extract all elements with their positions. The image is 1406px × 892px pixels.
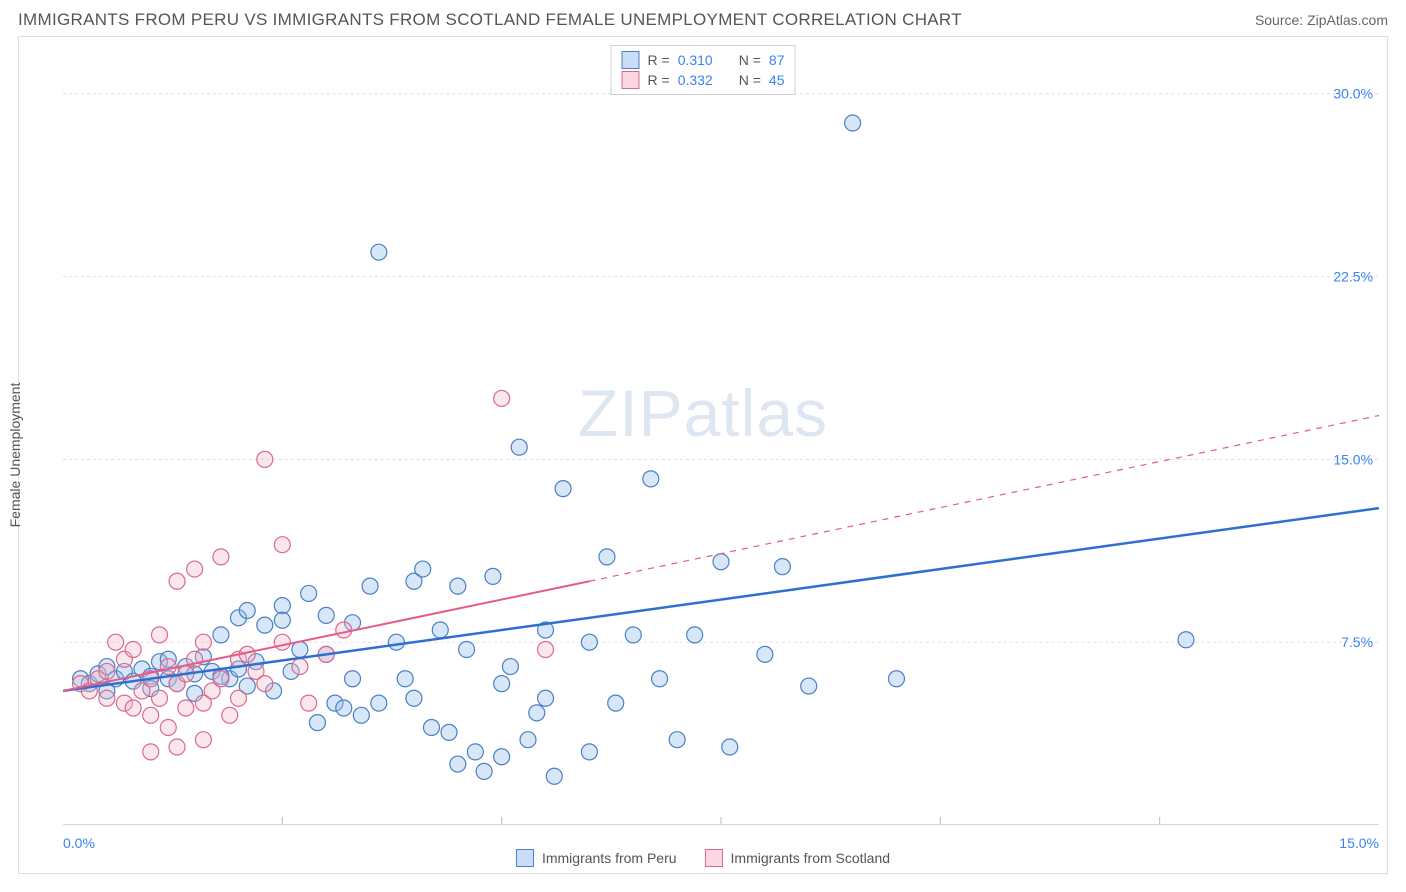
plot-area: 7.5% 15.0% 22.5% 30.0%: [63, 45, 1379, 825]
chart-container: Female Unemployment R = 0.310 N = 87 R =…: [18, 36, 1388, 874]
legend-label: Immigrants from Peru: [542, 850, 677, 866]
swatch-pink-icon: [705, 849, 723, 867]
swatch-pink-icon: [622, 71, 640, 89]
r-value: 0.332: [678, 72, 713, 88]
svg-text:7.5%: 7.5%: [1341, 634, 1373, 650]
svg-text:22.5%: 22.5%: [1333, 269, 1373, 285]
y-axis-label: Female Unemployment: [7, 383, 23, 528]
stats-legend: R = 0.310 N = 87 R = 0.332 N = 45: [611, 45, 796, 95]
legend-label: Immigrants from Scotland: [731, 850, 891, 866]
n-value: 87: [769, 52, 785, 68]
header: IMMIGRANTS FROM PERU VS IMMIGRANTS FROM …: [0, 0, 1406, 36]
r-value: 0.310: [678, 52, 713, 68]
scatter-chart: 7.5% 15.0% 22.5% 30.0%: [63, 45, 1379, 825]
svg-text:30.0%: 30.0%: [1333, 86, 1373, 102]
n-label: N =: [739, 52, 761, 68]
svg-text:15.0%: 15.0%: [1333, 451, 1373, 467]
legend-item-scotland: Immigrants from Scotland: [705, 849, 891, 867]
legend-item-peru: Immigrants from Peru: [516, 849, 677, 867]
chart-title: IMMIGRANTS FROM PERU VS IMMIGRANTS FROM …: [18, 10, 962, 30]
source-label: Source: ZipAtlas.com: [1255, 12, 1388, 28]
n-label: N =: [739, 72, 761, 88]
series-legend: Immigrants from Peru Immigrants from Sco…: [516, 849, 890, 867]
n-value: 45: [769, 72, 785, 88]
swatch-blue-icon: [516, 849, 534, 867]
r-label: R =: [648, 52, 670, 68]
stats-row-blue: R = 0.310 N = 87: [622, 50, 785, 70]
swatch-blue-icon: [622, 51, 640, 69]
x-tick-min: 0.0%: [63, 835, 95, 851]
stats-row-pink: R = 0.332 N = 45: [622, 70, 785, 90]
r-label: R =: [648, 72, 670, 88]
x-tick-max: 15.0%: [1339, 835, 1379, 851]
